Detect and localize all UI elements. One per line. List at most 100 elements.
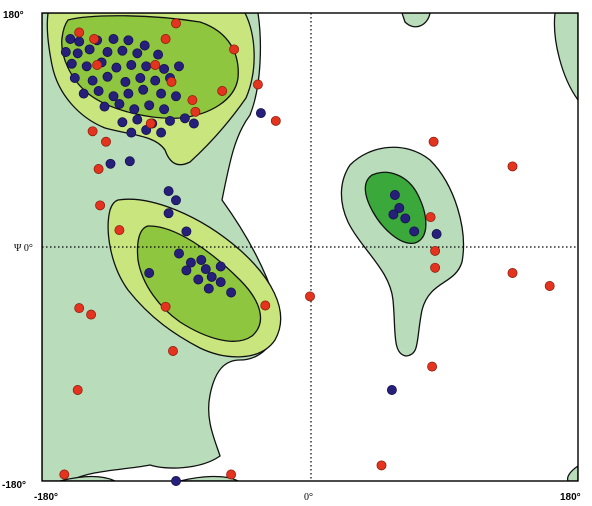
red-point-4 xyxy=(166,76,177,87)
red-point-0 xyxy=(74,27,85,38)
blue-point-8 xyxy=(84,44,95,55)
red-point-12 xyxy=(145,118,156,129)
blue-point-19 xyxy=(159,63,170,74)
blue-point-4 xyxy=(123,35,134,46)
blue-point-56 xyxy=(144,268,155,278)
red-point-29 xyxy=(507,161,518,172)
blue-point-72 xyxy=(409,226,420,237)
blue-point-35 xyxy=(99,101,110,112)
blue-point-39 xyxy=(159,104,170,115)
blue-point-41 xyxy=(132,114,143,125)
red-point-8 xyxy=(217,86,228,96)
blue-point-23 xyxy=(102,71,113,82)
red-point-27 xyxy=(226,469,237,480)
red-point-34 xyxy=(544,281,555,291)
red-point-3 xyxy=(160,34,171,44)
y-tick-neg180: -180° xyxy=(2,480,26,491)
red-point-25 xyxy=(72,385,83,395)
blue-point-37 xyxy=(129,104,140,115)
red-point-36 xyxy=(376,460,387,471)
blue-point-28 xyxy=(78,88,89,99)
blue-point-17 xyxy=(126,60,137,70)
blue-point-1 xyxy=(74,36,85,47)
y-tick-0: Ψ 0° xyxy=(14,243,33,254)
outer-region-top-right xyxy=(553,13,578,102)
red-point-22 xyxy=(86,309,97,320)
blue-point-29 xyxy=(93,86,104,96)
blue-point-71 xyxy=(388,209,399,220)
red-point-9 xyxy=(252,79,263,90)
blue-point-7 xyxy=(72,48,83,59)
blue-point-31 xyxy=(123,88,134,99)
blue-point-36 xyxy=(114,99,125,109)
blue-point-69 xyxy=(394,203,405,213)
blue-point-0 xyxy=(65,34,76,44)
blue-point-67 xyxy=(215,261,226,272)
red-point-16 xyxy=(270,115,281,126)
blue-point-43 xyxy=(165,115,175,126)
red-point-19 xyxy=(260,300,271,311)
red-point-15 xyxy=(101,136,111,147)
data-points xyxy=(59,18,555,486)
blue-point-73 xyxy=(431,229,442,239)
blue-point-26 xyxy=(150,75,161,86)
blue-point-11 xyxy=(132,48,143,59)
blue-point-48 xyxy=(188,118,199,129)
density-regions xyxy=(42,13,578,481)
red-point-21 xyxy=(160,301,171,312)
blue-point-50 xyxy=(124,156,135,167)
red-point-24 xyxy=(168,346,178,356)
red-point-30 xyxy=(430,262,441,273)
y-tick-180: 180° xyxy=(3,10,24,21)
blue-point-61 xyxy=(206,271,217,282)
blue-point-45 xyxy=(126,127,137,138)
blue-point-52 xyxy=(163,186,174,197)
blue-point-33 xyxy=(156,88,167,99)
red-point-2 xyxy=(171,18,181,29)
blue-point-54 xyxy=(163,208,174,219)
blue-point-32 xyxy=(138,84,149,95)
blue-point-22 xyxy=(87,75,98,86)
blue-point-47 xyxy=(156,127,167,138)
blue-point-21 xyxy=(69,73,80,83)
blue-point-30 xyxy=(108,91,119,102)
blue-point-18 xyxy=(141,61,152,72)
blue-point-10 xyxy=(117,45,128,56)
blue-point-12 xyxy=(153,49,164,60)
blue-point-58 xyxy=(185,257,196,268)
red-point-5 xyxy=(229,44,240,55)
blue-point-59 xyxy=(196,255,207,265)
blue-point-25 xyxy=(135,73,146,83)
blue-point-51 xyxy=(105,158,116,169)
outer-region-right xyxy=(401,13,431,28)
blue-point-60 xyxy=(200,264,211,275)
plot-frame xyxy=(41,12,579,482)
blue-point-75 xyxy=(171,476,181,486)
blue-point-5 xyxy=(139,40,150,51)
blue-point-3 xyxy=(108,34,119,44)
red-point-23 xyxy=(74,303,85,314)
red-point-1 xyxy=(89,34,100,44)
blue-point-9 xyxy=(102,47,113,57)
blue-point-14 xyxy=(81,61,92,72)
blue-point-6 xyxy=(60,47,71,57)
red-point-18 xyxy=(114,225,125,236)
red-point-28 xyxy=(428,136,439,147)
blue-point-74 xyxy=(386,385,397,395)
blue-point-62 xyxy=(215,277,226,288)
blue-point-24 xyxy=(120,76,131,87)
blue-point-57 xyxy=(174,248,184,259)
blue-point-65 xyxy=(193,274,204,285)
red-point-10 xyxy=(187,95,198,106)
blue-point-70 xyxy=(400,213,411,224)
blue-point-49 xyxy=(255,108,266,119)
red-point-35 xyxy=(427,361,438,372)
blue-point-34 xyxy=(171,91,181,102)
blue-point-68 xyxy=(389,190,400,200)
red-point-26 xyxy=(59,469,70,480)
red-point-20 xyxy=(305,291,315,302)
red-point-7 xyxy=(92,60,103,70)
x-tick-180: 180° xyxy=(560,492,581,503)
red-point-14 xyxy=(93,164,104,174)
